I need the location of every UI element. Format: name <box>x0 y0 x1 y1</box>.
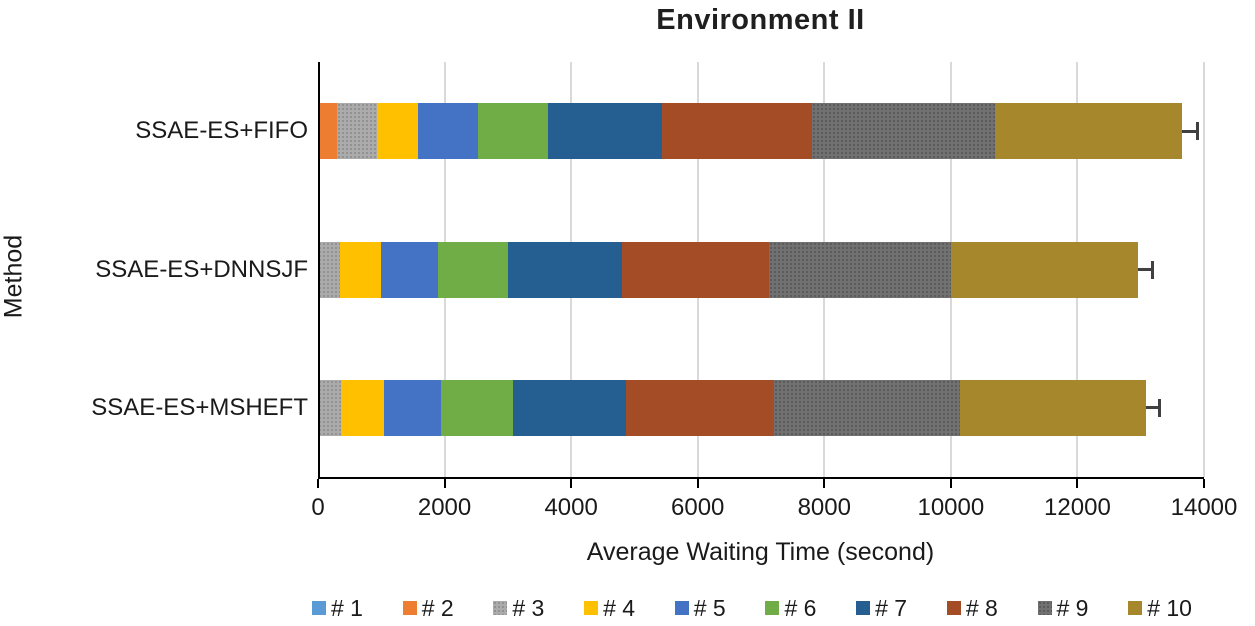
segment-#3 <box>336 103 377 160</box>
segment-#7 <box>508 241 622 298</box>
x-axis-title: Average Waiting Time (second) <box>586 538 935 566</box>
legend-swatch <box>856 601 871 615</box>
error-bar-whisker <box>1146 406 1160 410</box>
category-label: SSAE-ES+FIFO <box>135 117 308 145</box>
segment-#10 <box>950 241 1139 298</box>
legend-swatch <box>674 601 689 615</box>
legend-label: # 2 <box>421 594 454 621</box>
segment-#8 <box>626 379 774 436</box>
legend-label: # 3 <box>512 594 545 621</box>
segment-#6 <box>478 103 549 160</box>
gridline <box>1203 62 1205 477</box>
category-label: SSAE-ES+MSHEFT <box>91 393 308 421</box>
segment-#5 <box>383 379 442 436</box>
chart-title: Environment II <box>656 4 865 36</box>
segment-#5 <box>417 103 479 160</box>
bar-SSAE-ES+DNNSJF <box>318 241 1204 298</box>
legend-label: # 9 <box>1056 594 1089 621</box>
x-tick-label: 6000 <box>671 494 725 521</box>
segment-#7 <box>512 379 627 436</box>
segment-#10 <box>960 379 1147 436</box>
legend-item-#6: # 6 <box>765 595 816 622</box>
x-tick-label: 12000 <box>1044 494 1111 521</box>
legend-label: # 10 <box>1147 594 1192 621</box>
bar-SSAE-ES+FIFO <box>318 103 1204 160</box>
segment-#9 <box>768 241 951 298</box>
x-tick-label: 0 <box>311 494 325 521</box>
segment-#4 <box>339 241 382 298</box>
legend-item-#7: # 7 <box>856 595 907 622</box>
legend-item-#5: # 5 <box>674 594 726 622</box>
legend-item-#10: # 10 <box>1128 595 1192 622</box>
x-tick-label: 10000 <box>917 494 985 521</box>
legend-item-#3: # 3 <box>493 595 544 622</box>
legend-item-#8: # 8 <box>946 594 998 622</box>
x-tick <box>1203 479 1205 488</box>
error-bar-cap <box>1151 260 1155 279</box>
x-tick <box>823 479 826 488</box>
legend-item-#1: # 1 <box>312 595 363 622</box>
segment-#6 <box>441 379 513 436</box>
plot-area: 0 2000 4000 6000 8000 10000 12000 14000 <box>311 62 1237 521</box>
segment-#10 <box>994 103 1183 160</box>
legend-label: # 7 <box>875 594 908 621</box>
segment-#8 <box>621 241 769 298</box>
legend-label: # 1 <box>331 594 363 621</box>
x-tick <box>570 479 573 488</box>
segment-#9 <box>773 379 961 436</box>
error-bar-whisker <box>1182 129 1199 133</box>
y-axis-title: Method <box>0 234 28 319</box>
legend-swatch <box>402 601 417 615</box>
legend-swatch <box>765 601 780 615</box>
category-label: SSAE-ES+DNNSJF <box>95 255 308 283</box>
legend-label: # 5 <box>693 594 726 621</box>
legend-swatch <box>1037 601 1052 615</box>
x-tick <box>317 479 319 488</box>
segment-#9 <box>811 103 995 160</box>
error-bar-whisker <box>1138 268 1154 271</box>
legend-label: # 4 <box>603 594 636 621</box>
x-tick-label: 8000 <box>797 494 851 521</box>
x-tick <box>443 479 446 488</box>
x-tick-label: 4000 <box>544 494 598 521</box>
segment-#3 <box>318 379 342 436</box>
error-bar-cap <box>1157 398 1161 417</box>
legend-label: # 6 <box>784 594 817 621</box>
x-tick <box>1076 479 1079 488</box>
legend-swatch <box>946 601 961 615</box>
x-tick-label: 2000 <box>417 494 472 521</box>
legend-swatch <box>312 601 326 615</box>
bar-SSAE-ES+MSHEFT <box>318 379 1204 436</box>
legend: # 1 # 2 # 3 # 4 # 5 # 6 # 7 # 8 # 9 # 10 <box>312 594 1192 622</box>
segment-#4 <box>341 379 384 436</box>
legend-item-#2: # 2 <box>402 594 454 622</box>
x-tick-label: 14000 <box>1170 494 1238 521</box>
segment-#4 <box>376 103 418 160</box>
x-tick <box>696 479 699 488</box>
legend-swatch <box>1128 601 1143 615</box>
segment-#5 <box>381 241 439 298</box>
x-tick <box>949 479 952 488</box>
legend-swatch <box>493 601 508 615</box>
x-axis-line <box>318 477 1204 479</box>
error-bar-cap <box>1196 122 1200 141</box>
segment-#7 <box>548 103 663 160</box>
y-axis-line <box>318 62 320 479</box>
segment-#3 <box>318 241 340 298</box>
segment-#2 <box>318 103 337 160</box>
segment-#6 <box>438 241 509 298</box>
legend-swatch <box>584 601 599 615</box>
legend-label: # 8 <box>965 594 998 621</box>
segment-#8 <box>662 103 812 160</box>
legend-item-#9: # 9 <box>1037 594 1089 622</box>
legend-item-#4: # 4 <box>584 595 635 622</box>
